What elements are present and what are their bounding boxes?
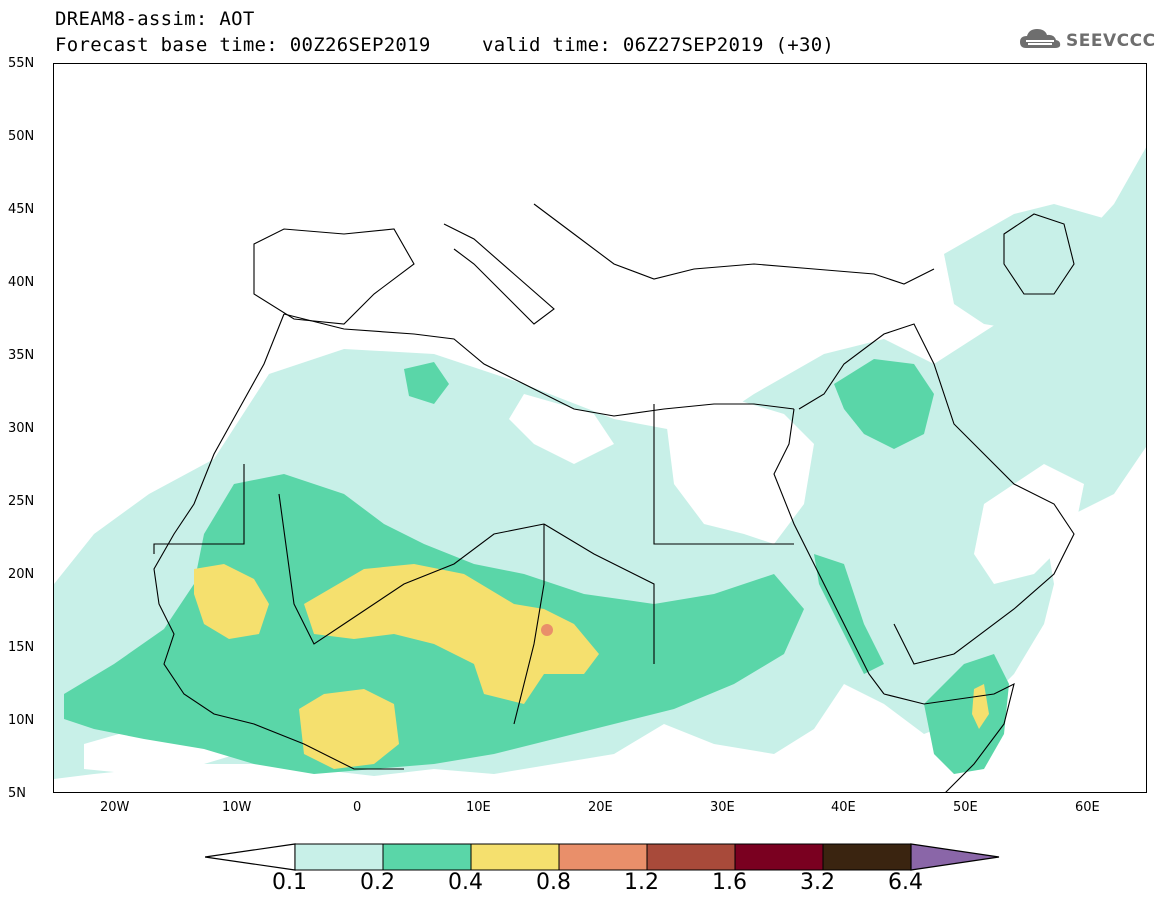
colorbar-bin-0.2-0.4: [382, 843, 472, 871]
colorbar-bin-1.6-3.2: [734, 843, 824, 871]
lat-label-55n: 55N: [8, 56, 35, 71]
aot-region-medium-iraq: [834, 359, 934, 449]
colorbar-label-6.4: 6.4: [888, 870, 923, 895]
aot-map: [54, 147, 1146, 792]
title-line-1: DREAM8-assim: AOT: [55, 8, 255, 30]
colorbar-label-1.6: 1.6: [712, 870, 747, 895]
lat-label-10n: 10N: [8, 713, 35, 728]
colorbar-bin-0.1-0.2: [294, 843, 384, 871]
lon-label-60e: 60E: [1075, 800, 1100, 815]
colorbar-high-arrow: [910, 843, 1000, 871]
lon-label-50e: 50E: [953, 800, 978, 815]
lon-label-0: 0: [353, 800, 362, 815]
colorbar-label-1.2: 1.2: [624, 870, 659, 895]
colorbar-label-0.8: 0.8: [536, 870, 571, 895]
aot-clear-region-arabia: [974, 464, 1084, 584]
colorbar-label-0.2: 0.2: [360, 870, 395, 895]
lat-label-35n: 35N: [8, 348, 35, 363]
lon-label-30e: 30E: [710, 800, 735, 815]
coastline-arabia: [798, 323, 1075, 665]
coastline-horn: [883, 682, 1015, 792]
lat-label-45n: 45N: [8, 202, 35, 217]
border-line-3: [513, 524, 545, 725]
aot-region-high-gulf: [299, 689, 399, 769]
border-line-5: [543, 523, 655, 664]
aot-clear-region-egypt: [664, 399, 814, 544]
aot-clear-region-libya: [509, 394, 614, 464]
border-line-4: [653, 404, 794, 545]
lon-label-10w: 10W: [222, 800, 252, 815]
lat-label-30n: 30N: [8, 421, 35, 436]
lat-label-50n: 50N: [8, 129, 35, 144]
lat-label-5n: 5N: [8, 786, 26, 801]
colorbar-bin-3.2-6.4: [822, 843, 912, 871]
base-time-label: Forecast base time: 00Z26SEP2019: [55, 34, 431, 56]
lon-label-40e: 40E: [831, 800, 856, 815]
aot-region-peak: [541, 624, 553, 636]
lat-label-40n: 40N: [8, 275, 35, 290]
aot-region-high-west: [194, 564, 269, 639]
coastline-caspian: [1003, 213, 1075, 295]
coastline-mediterranean-south: [283, 313, 795, 417]
colorbar-bin-0.4-0.8: [470, 843, 560, 871]
lat-label-25n: 25N: [8, 494, 35, 509]
colorbar-label-0.1: 0.1: [272, 870, 307, 895]
aot-region-high-central: [304, 564, 599, 704]
lat-label-15n: 15N: [8, 640, 35, 655]
aot-region-light-caspian: [944, 204, 1146, 334]
valid-time-label: valid time: 06Z27SEP2019 (+30): [482, 34, 835, 56]
lon-label-20e: 20E: [588, 800, 613, 815]
coastline-levant-redsea: [773, 408, 885, 695]
aot-region-medium-redsea: [814, 554, 884, 674]
colorbar-label-3.2: 3.2: [800, 870, 835, 895]
cloud-icon: [1018, 26, 1062, 56]
colorbar-bin-0.8-1.2: [558, 843, 648, 871]
coastline-balkans-turkey: [533, 203, 935, 285]
coastline-west-africa: [153, 313, 404, 770]
aot-region-medium-somalia: [924, 654, 1009, 774]
aot-region-medium-morocco: [404, 362, 449, 404]
border-line-1: [153, 464, 245, 554]
seevccc-logo: SEEVCCC: [1018, 26, 1156, 56]
lon-label-10e: 10E: [466, 800, 491, 815]
border-line-2: [278, 493, 545, 645]
logo-text: SEEVCCC: [1066, 31, 1156, 51]
colorbar-label-0.4: 0.4: [448, 870, 483, 895]
colorbar-bin-1.2-1.6: [646, 843, 736, 871]
lat-label-20n: 20N: [8, 567, 35, 582]
coastline-iberia: [253, 228, 415, 325]
colorbar: [205, 843, 1000, 871]
coastline-italy: [443, 223, 555, 325]
map-area: [53, 63, 1147, 793]
colorbar-low-arrow: [205, 843, 296, 871]
lon-label-20w: 20W: [100, 800, 130, 815]
